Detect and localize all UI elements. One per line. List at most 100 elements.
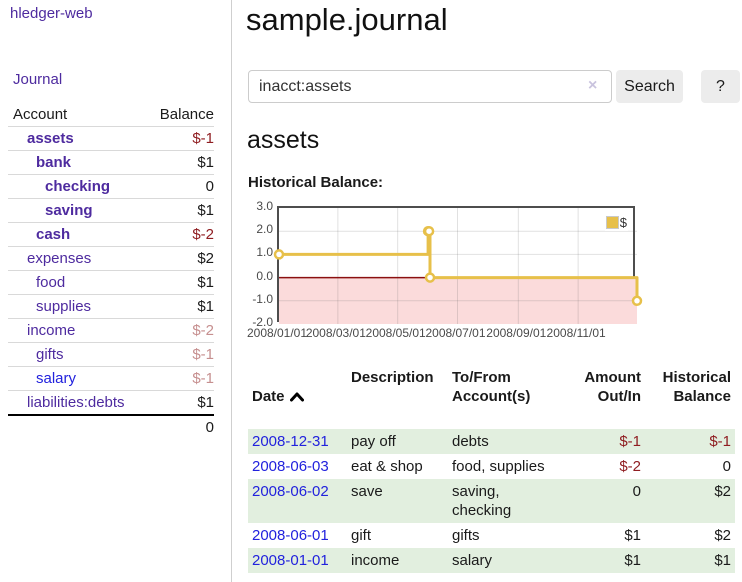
- transaction-historical-balance: $2: [714, 527, 731, 544]
- sidebar-item-journal[interactable]: Journal: [13, 71, 63, 88]
- x-axis-tick-label: 2008/09/01: [486, 326, 547, 340]
- total-balance: 0: [144, 414, 214, 439]
- account-link[interactable]: income: [27, 322, 76, 339]
- app-title-link[interactable]: hledger-web: [10, 5, 93, 22]
- transaction-date-link[interactable]: 2008-01-01: [252, 552, 329, 569]
- account-balance: $1: [144, 390, 214, 416]
- to-from-column-header: To/From Account(s): [452, 369, 531, 405]
- x-axis-tick-label: 2008/07/01: [425, 326, 486, 340]
- transaction-historical-balance: $2: [714, 483, 731, 500]
- help-button[interactable]: ?: [701, 70, 740, 103]
- account-row: income $-2: [8, 318, 214, 343]
- account-balance: $-2: [144, 222, 214, 247]
- transaction-row: 2008-06-02 save saving, checking 0 $2: [248, 479, 735, 523]
- legend-swatch-icon: [605, 216, 619, 229]
- account-balance: 0: [144, 174, 214, 199]
- account-link[interactable]: bank: [36, 154, 72, 171]
- account-column-header: Account: [8, 103, 145, 127]
- account-row: cash $-2: [8, 222, 214, 247]
- account-link[interactable]: assets: [27, 130, 74, 147]
- balance-column-header: Balance: [144, 103, 214, 127]
- transactions-table: Date Description To/From Account(s) Amou…: [248, 364, 735, 573]
- date-column-header[interactable]: Date: [252, 387, 343, 406]
- transaction-description: pay off: [351, 433, 396, 450]
- transaction-accounts: salary: [452, 552, 493, 569]
- transaction-description: income: [351, 552, 400, 569]
- transaction-date-link[interactable]: 2008-06-01: [252, 527, 329, 544]
- account-link[interactable]: cash: [36, 226, 71, 243]
- x-axis-tick-label: 2008/01/01: [246, 326, 308, 340]
- historical-column-header: Historical Balance: [662, 369, 731, 405]
- transaction-accounts: food, supplies: [452, 458, 545, 475]
- chart-plot-area: $: [273, 206, 643, 324]
- chart-svg: [273, 208, 643, 324]
- account-row: salary $-1: [8, 366, 214, 391]
- transaction-row: 2008-06-03 eat & shop food, supplies $-2 0: [248, 454, 735, 479]
- account-balance: $1: [144, 294, 214, 319]
- account-link[interactable]: food: [36, 274, 66, 291]
- x-axis-tick-label: 2008/03/01: [305, 326, 366, 340]
- transaction-description: eat & shop: [351, 458, 423, 475]
- transaction-date-link[interactable]: 2008-12-31: [252, 433, 329, 450]
- transaction-description: gift: [351, 527, 372, 544]
- transaction-accounts: saving, checking: [452, 483, 512, 519]
- account-link[interactable]: supplies: [36, 298, 92, 315]
- transaction-historical-balance: $-1: [709, 433, 731, 450]
- search-input[interactable]: [248, 70, 612, 103]
- y-axis-tick-label: 3.0: [256, 199, 273, 213]
- y-axis-tick-label: 2.0: [256, 222, 273, 237]
- transaction-historical-balance: $1: [714, 552, 731, 569]
- amount-column-header: Amount Out/In: [584, 369, 641, 405]
- account-row: bank $1: [8, 150, 214, 175]
- transaction-row: 2008-12-31 pay off debts $-1 $-1: [248, 429, 735, 454]
- account-balance: $1: [144, 198, 214, 223]
- transaction-row: 2008-01-01 income salary $1 $1: [248, 548, 735, 573]
- account-balance: $-1: [144, 126, 214, 151]
- transaction-row: 2008-06-01 gift gifts $1 $2: [248, 523, 735, 548]
- total-row: 0: [8, 414, 214, 439]
- account-link[interactable]: liabilities:debts: [27, 394, 125, 411]
- y-axis-tick-label: 0.0: [256, 268, 273, 283]
- clear-search-icon[interactable]: ×: [588, 77, 598, 94]
- account-row: supplies $1: [8, 294, 214, 319]
- transaction-amount: $1: [624, 552, 641, 569]
- page-title: sample.journal: [246, 2, 448, 37]
- description-column-header: Description: [351, 369, 434, 386]
- date-header-label: Date: [252, 388, 285, 405]
- x-axis-tick-label: 2008/05/01: [365, 326, 426, 340]
- account-link[interactable]: salary: [36, 370, 77, 387]
- y-axis-tick-label: -1.0: [252, 291, 273, 306]
- transaction-historical-balance: 0: [722, 458, 731, 475]
- y-axis-tick-label: 1.0: [256, 245, 273, 260]
- account-row: assets $-1: [8, 126, 214, 151]
- account-balance: $-1: [144, 366, 214, 391]
- account-link[interactable]: gifts: [36, 346, 64, 363]
- sidebar-divider: [231, 0, 232, 582]
- transaction-date-link[interactable]: 2008-06-02: [252, 483, 329, 500]
- transaction-description: save: [351, 483, 383, 500]
- transaction-amount: $1: [624, 527, 641, 544]
- account-balance: $2: [144, 246, 214, 271]
- historical-balance-label: Historical Balance:: [248, 174, 384, 191]
- search-button[interactable]: Search: [616, 70, 683, 103]
- transaction-accounts: debts: [452, 433, 489, 450]
- account-balance: $1: [144, 270, 214, 295]
- transaction-accounts: gifts: [452, 527, 480, 544]
- account-link[interactable]: expenses: [27, 250, 92, 267]
- transaction-amount: $-1: [619, 433, 641, 450]
- account-balance: $-1: [144, 342, 214, 367]
- account-row: checking 0: [8, 174, 214, 199]
- account-row: saving $1: [8, 198, 214, 223]
- accounts-balance-table: Account Balance assets $-1 bank $1 checking 0…: [8, 103, 214, 439]
- x-axis-tick-label: 2008/11/01: [546, 326, 606, 340]
- account-heading: assets: [247, 126, 320, 154]
- transaction-date-link[interactable]: 2008-06-03: [252, 458, 329, 475]
- transaction-amount: 0: [632, 483, 641, 500]
- account-link[interactable]: saving: [45, 202, 93, 219]
- account-row: liabilities:debts $1: [8, 390, 214, 416]
- sort-ascending-icon: [289, 392, 304, 401]
- y-axis-tick-label: -2.0: [252, 315, 273, 329]
- legend-label: $: [619, 215, 627, 230]
- account-link[interactable]: checking: [45, 178, 111, 195]
- account-row: expenses $2: [8, 246, 214, 271]
